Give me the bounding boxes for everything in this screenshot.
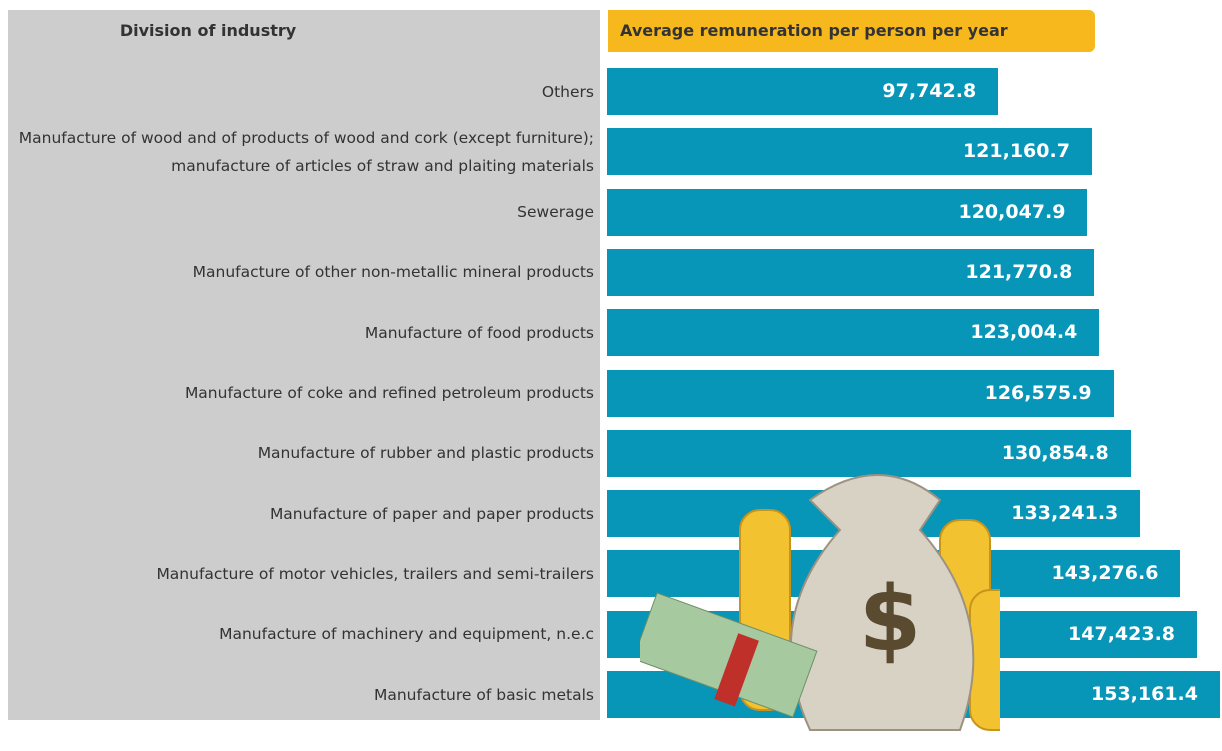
value-label: 147,423.8: [1068, 622, 1176, 645]
label-panel: [8, 10, 600, 720]
category-label: Manufacture of coke and refined petroleu…: [184, 384, 594, 402]
category-label: Manufacture of rubber and plastic produc…: [257, 444, 594, 463]
bar: [607, 188, 1088, 236]
category-label: Manufacture of other non-metallic minera…: [192, 263, 594, 282]
value-header: Average remuneration per person per year: [608, 10, 1095, 52]
value-label: 97,742.8: [882, 80, 977, 102]
svg-text:$: $: [859, 567, 922, 672]
value-label: 130,854.8: [1001, 441, 1109, 464]
value-label: 121,770.8: [965, 260, 1073, 283]
bar: [607, 248, 1095, 296]
bar: [607, 68, 999, 115]
category-label: Manufacture of motor vehicles, trailers …: [156, 564, 594, 583]
bar: [607, 309, 1100, 357]
value-label: 123,004.4: [970, 321, 1078, 344]
category-label: Others: [541, 82, 594, 101]
value-label: 133,241.3: [1011, 502, 1119, 525]
value-label: 121,160.7: [962, 140, 1070, 163]
value-label: 120,047.9: [958, 200, 1066, 223]
category-label: Manufacture of wood and of products of w…: [18, 128, 594, 175]
category-label: Manufacture of basic metals: [373, 685, 594, 704]
value-label: 143,276.6: [1051, 562, 1159, 585]
category-label: Manufacture of machinery and equipment, …: [219, 625, 594, 644]
category-label: Manufacture of food products: [364, 323, 594, 342]
bar: [607, 128, 1092, 176]
value-label: 153,161.4: [1091, 683, 1198, 705]
category-label: Manufacture of paper and paper products: [269, 504, 594, 523]
category-label: Sewerage: [517, 203, 594, 222]
category-header: Division of industry: [119, 21, 297, 40]
bar: [607, 369, 1114, 417]
value-label: 126,575.9: [984, 381, 1092, 404]
money-illustration: $: [640, 474, 1000, 731]
bar: [607, 429, 1131, 477]
